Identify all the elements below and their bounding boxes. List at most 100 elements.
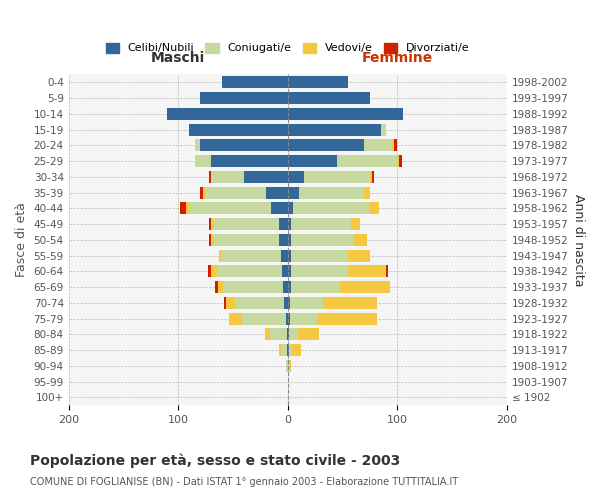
Bar xyxy=(211,218,213,230)
Bar xyxy=(291,218,351,230)
Bar xyxy=(203,186,206,198)
Bar xyxy=(287,281,291,293)
Bar xyxy=(289,344,292,356)
Bar xyxy=(353,234,367,246)
Bar xyxy=(270,328,287,340)
Bar xyxy=(287,218,291,230)
Bar xyxy=(337,155,397,167)
Bar xyxy=(235,297,284,309)
Bar xyxy=(284,297,287,309)
Bar xyxy=(244,171,287,183)
Bar xyxy=(229,312,242,324)
Bar xyxy=(287,312,290,324)
Bar xyxy=(293,202,370,214)
Bar xyxy=(213,218,279,230)
Text: COMUNE DI FOGLIANISE (BN) - Dati ISTAT 1° gennaio 2003 - Elaborazione TUTTITALIA: COMUNE DI FOGLIANISE (BN) - Dati ISTAT 1… xyxy=(30,477,458,487)
Bar xyxy=(287,360,289,372)
Bar xyxy=(194,155,211,167)
Bar xyxy=(279,218,287,230)
Bar xyxy=(290,312,317,324)
Bar xyxy=(200,140,287,151)
Bar xyxy=(215,281,218,293)
Bar xyxy=(299,186,364,198)
Bar xyxy=(189,202,271,214)
Bar xyxy=(287,92,370,104)
Bar xyxy=(290,297,323,309)
Bar xyxy=(287,76,348,88)
Bar xyxy=(287,124,381,136)
Bar xyxy=(218,281,223,293)
Bar xyxy=(167,108,287,120)
Bar xyxy=(221,250,281,262)
Bar xyxy=(219,250,221,262)
Bar xyxy=(242,312,286,324)
Bar xyxy=(281,344,287,356)
Bar xyxy=(186,202,189,214)
Bar xyxy=(287,171,304,183)
Bar xyxy=(287,108,403,120)
Y-axis label: Anni di nascita: Anni di nascita xyxy=(572,194,585,286)
Bar xyxy=(372,171,374,183)
Bar xyxy=(400,155,401,167)
Bar xyxy=(189,124,287,136)
Bar xyxy=(286,360,287,372)
Bar xyxy=(222,76,287,88)
Bar xyxy=(287,297,290,309)
Bar xyxy=(217,266,282,278)
Bar xyxy=(287,202,293,214)
Bar xyxy=(211,266,217,278)
Bar xyxy=(286,312,287,324)
Bar xyxy=(289,360,291,372)
Bar xyxy=(317,312,377,324)
Bar xyxy=(265,328,270,340)
Bar xyxy=(206,186,266,198)
Bar xyxy=(348,250,370,262)
Bar xyxy=(208,266,211,278)
Bar xyxy=(291,266,348,278)
Bar xyxy=(394,140,397,151)
Bar xyxy=(291,234,353,246)
Bar xyxy=(279,234,287,246)
Bar xyxy=(392,140,394,151)
Bar xyxy=(370,202,379,214)
Bar xyxy=(266,186,287,198)
Bar xyxy=(209,234,211,246)
Text: Femmine: Femmine xyxy=(362,51,433,65)
Text: Popolazione per età, sesso e stato civile - 2003: Popolazione per età, sesso e stato civil… xyxy=(30,454,400,468)
Bar xyxy=(323,297,377,309)
Bar xyxy=(279,344,281,356)
Bar xyxy=(223,281,283,293)
Y-axis label: Fasce di età: Fasce di età xyxy=(15,202,28,278)
Bar xyxy=(287,140,364,151)
Text: Maschi: Maschi xyxy=(151,51,205,65)
Bar xyxy=(194,140,200,151)
Bar xyxy=(209,218,211,230)
Bar xyxy=(282,266,287,278)
Bar xyxy=(364,186,370,198)
Bar xyxy=(348,266,386,278)
Bar xyxy=(287,266,291,278)
Bar xyxy=(291,250,348,262)
Bar xyxy=(287,328,289,340)
Bar xyxy=(281,250,287,262)
Bar xyxy=(364,140,392,151)
Bar xyxy=(289,328,298,340)
Bar xyxy=(304,171,370,183)
Bar xyxy=(386,266,388,278)
Bar xyxy=(224,297,226,309)
Bar xyxy=(287,344,289,356)
Bar xyxy=(291,281,340,293)
Bar xyxy=(211,234,213,246)
Bar xyxy=(397,155,400,167)
Bar xyxy=(226,297,235,309)
Bar xyxy=(287,234,291,246)
Bar xyxy=(340,281,389,293)
Bar xyxy=(287,250,291,262)
Bar xyxy=(292,344,301,356)
Bar xyxy=(213,234,279,246)
Bar xyxy=(200,186,203,198)
Legend: Celibi/Nubili, Coniugati/e, Vedovi/e, Divorziati/e: Celibi/Nubili, Coniugati/e, Vedovi/e, Di… xyxy=(100,37,475,59)
Bar xyxy=(283,281,287,293)
Bar xyxy=(209,171,211,183)
Bar xyxy=(211,171,244,183)
